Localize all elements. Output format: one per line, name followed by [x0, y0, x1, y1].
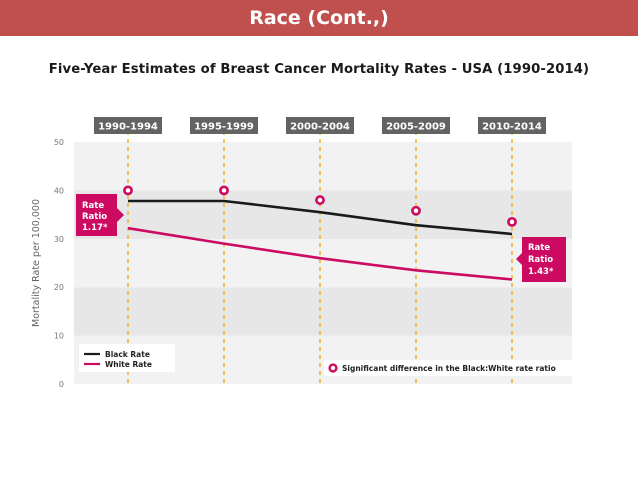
period-tag-2010-2014	[478, 117, 546, 134]
legend-label-black-rate: Black Rate	[105, 350, 150, 359]
significance-marker-2010-2014	[507, 216, 517, 227]
rate-ratio-label-1990: Rate	[82, 201, 104, 211]
y-tick-label-30: 30	[54, 235, 64, 244]
significance-marker-1990-1994	[123, 185, 133, 196]
rate-ratio-sub-2010: Ratio	[528, 255, 553, 265]
legend-label-white-rate: White Rate	[105, 360, 152, 369]
significance-legend-box	[324, 360, 572, 376]
significance-legend-label: Significant difference in the Black:Whit…	[342, 364, 556, 373]
rate-ratio-value-2010: 1.43*	[528, 267, 554, 277]
period-tag-label-2005-2009: 2005-2009	[386, 122, 446, 133]
rate-ratio-sub-1990: Ratio	[82, 212, 107, 222]
rate-ratio-value-1990: 1.17*	[82, 223, 108, 233]
grid-band-10-20	[74, 287, 572, 336]
grid-band-40-50	[74, 142, 572, 191]
significance-marker-2000-2004	[315, 195, 325, 205]
rate-ratio-label-2010: Rate	[528, 243, 550, 253]
period-tag-label-1995-1999: 1995-1999	[194, 122, 254, 133]
grid-band-20-30	[74, 238, 572, 288]
significance-marker-2005-2009	[411, 205, 421, 216]
rate-ratio-callout-2010	[516, 237, 566, 282]
slide-title: Race (Cont.,)	[0, 0, 638, 36]
y-tick-label-20: 20	[54, 283, 64, 292]
period-tag-1990-1994	[94, 117, 162, 134]
y-tick-label-40: 40	[54, 186, 64, 195]
y-axis-label: Mortality Rate per 100,000	[31, 199, 42, 327]
chart-title: Five-Year Estimates of Breast Cancer Mor…	[48, 62, 590, 77]
significance-legend-icon	[328, 363, 338, 373]
y-tick-label-0: 0	[59, 380, 64, 389]
y-tick-label-50: 50	[54, 138, 64, 147]
period-tag-label-2010-2014: 2010-2014	[482, 122, 542, 133]
period-tag-2000-2004	[286, 117, 354, 134]
period-tag-1995-1999	[190, 117, 258, 134]
y-tick-label-10: 10	[54, 332, 64, 341]
significance-marker-1995-1999	[219, 185, 229, 196]
period-tag-label-1990-1994: 1990-1994	[98, 122, 158, 133]
series-legend-box	[79, 344, 175, 372]
rate-ratio-callout-1990	[76, 194, 124, 236]
period-tag-label-2000-2004: 2000-2004	[290, 122, 350, 133]
period-tag-2005-2009	[382, 117, 450, 134]
